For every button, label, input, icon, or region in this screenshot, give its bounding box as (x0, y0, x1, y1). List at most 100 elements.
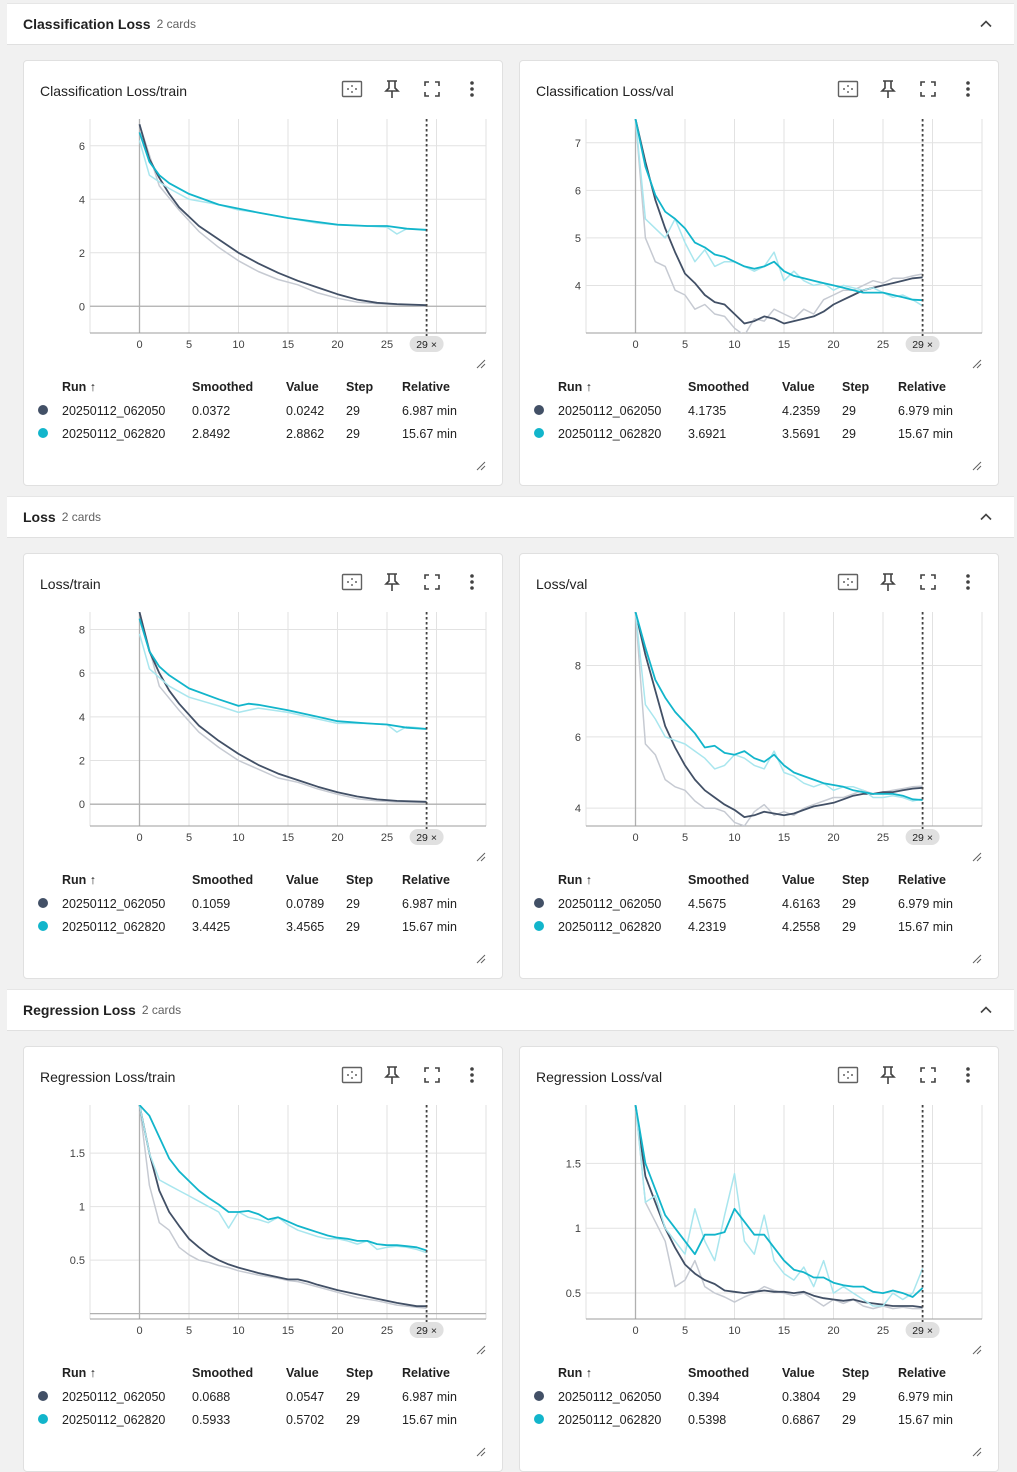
column-header-smoothed[interactable]: Smoothed (192, 873, 254, 887)
more-options-button[interactable] (452, 73, 492, 105)
line-chart[interactable]: 0 5 10 15 20 25 4 5 6 7 29 × (520, 111, 998, 373)
pin-button[interactable] (868, 566, 908, 598)
column-header-step[interactable]: Step (842, 380, 870, 394)
column-header-relative[interactable]: Relative (402, 873, 450, 887)
fullscreen-button[interactable] (412, 1059, 452, 1091)
plot-resize-handle-icon[interactable] (476, 852, 486, 862)
column-header-value[interactable]: Value (286, 380, 319, 394)
step-chip[interactable]: 29 × (409, 829, 444, 845)
fit-domain-button[interactable] (828, 73, 868, 105)
chevron-up-icon[interactable] (978, 509, 994, 525)
run-row[interactable]: 20250112_062050 0.0688 0.0547 29 6.987 min (38, 1385, 492, 1408)
series-line-run2_raw[interactable] (138, 140, 427, 235)
run-color-dot[interactable] (38, 920, 48, 931)
pin-button[interactable] (868, 1059, 908, 1091)
line-chart[interactable]: 0 5 10 15 20 25 4 6 8 29 × (520, 604, 998, 866)
column-header-run[interactable]: Run ↑ (558, 1366, 593, 1380)
column-header-smoothed[interactable]: Smoothed (688, 1366, 750, 1380)
plot-resize-handle-icon[interactable] (476, 359, 486, 369)
series-line-run1_raw[interactable] (634, 1105, 923, 1310)
more-options-button[interactable] (948, 566, 988, 598)
column-header-relative[interactable]: Relative (402, 1366, 450, 1380)
series-line-run2_raw[interactable] (634, 119, 923, 307)
pin-button[interactable] (372, 566, 412, 598)
column-header-smoothed[interactable]: Smoothed (688, 873, 750, 887)
run-color-dot[interactable] (534, 427, 544, 438)
column-header-step[interactable]: Step (346, 1366, 374, 1380)
run-row[interactable]: 20250112_062820 4.2319 4.2558 29 15.67 min (534, 915, 988, 938)
series-line-run2_raw[interactable] (138, 1105, 427, 1254)
column-header-smoothed[interactable]: Smoothed (688, 380, 750, 394)
column-header-value[interactable]: Value (782, 1366, 815, 1380)
series-line-run1[interactable] (138, 1105, 427, 1308)
column-header-run[interactable]: Run ↑ (62, 873, 97, 887)
card-resize-handle-icon[interactable] (476, 461, 486, 471)
run-row[interactable]: 20250112_062820 3.6921 3.5691 29 15.67 min (534, 422, 988, 445)
chevron-up-icon[interactable] (978, 16, 994, 32)
run-row[interactable]: 20250112_062050 4.1735 4.2359 29 6.979 min (534, 399, 988, 422)
series-line-run2_raw[interactable] (138, 633, 427, 733)
run-row[interactable]: 20250112_062820 0.5933 0.5702 29 15.67 min (38, 1408, 492, 1431)
fullscreen-button[interactable] (908, 73, 948, 105)
column-header-value[interactable]: Value (782, 380, 815, 394)
column-header-relative[interactable]: Relative (402, 380, 450, 394)
run-color-dot[interactable] (38, 427, 48, 438)
column-header-run[interactable]: Run ↑ (558, 380, 593, 394)
run-color-dot[interactable] (38, 897, 48, 908)
section-header-loss[interactable]: Loss 2 cards (7, 496, 1014, 538)
step-chip[interactable]: 29 × (905, 829, 940, 845)
run-row[interactable]: 20250112_062050 0.394 0.3804 29 6.979 min (534, 1385, 988, 1408)
card-resize-handle-icon[interactable] (476, 1447, 486, 1457)
series-line-run1_raw[interactable] (634, 119, 923, 335)
more-options-button[interactable] (452, 1059, 492, 1091)
fullscreen-button[interactable] (412, 566, 452, 598)
run-row[interactable]: 20250112_062820 3.4425 3.4565 29 15.67 min (38, 915, 492, 938)
series-line-run2[interactable] (138, 132, 427, 231)
line-chart[interactable]: 0 5 10 15 20 25 0 2 4 6 29 × (24, 111, 502, 373)
series-line-run2_raw[interactable] (634, 612, 923, 802)
series-line-run1_raw[interactable] (138, 612, 427, 804)
run-color-dot[interactable] (38, 1390, 48, 1401)
more-options-button[interactable] (948, 1059, 988, 1091)
series-line-run2[interactable] (138, 618, 427, 730)
column-header-run[interactable]: Run ↑ (62, 380, 97, 394)
fit-domain-button[interactable] (828, 566, 868, 598)
chevron-up-icon[interactable] (978, 1002, 994, 1018)
plot-resize-handle-icon[interactable] (972, 359, 982, 369)
card-resize-handle-icon[interactable] (972, 954, 982, 964)
column-header-relative[interactable]: Relative (898, 1366, 946, 1380)
line-chart[interactable]: 0 5 10 15 20 25 0.5 1 1.5 29 × (24, 1097, 502, 1359)
column-header-relative[interactable]: Relative (898, 380, 946, 394)
card-resize-handle-icon[interactable] (972, 461, 982, 471)
series-line-run2[interactable] (634, 1105, 924, 1298)
series-line-run1_raw[interactable] (138, 124, 427, 307)
column-header-smoothed[interactable]: Smoothed (192, 1366, 254, 1380)
section-header-classification-loss[interactable]: Classification Loss 2 cards (7, 3, 1014, 45)
run-row[interactable]: 20250112_062050 0.0372 0.0242 29 6.987 min (38, 399, 492, 422)
series-line-run2_raw[interactable] (634, 1105, 924, 1307)
column-header-relative[interactable]: Relative (898, 873, 946, 887)
fit-domain-button[interactable] (332, 566, 372, 598)
run-row[interactable]: 20250112_062820 0.5398 0.6867 29 15.67 min (534, 1408, 988, 1431)
column-header-step[interactable]: Step (346, 380, 374, 394)
column-header-value[interactable]: Value (286, 873, 319, 887)
run-color-dot[interactable] (534, 920, 544, 931)
column-header-run[interactable]: Run ↑ (558, 873, 593, 887)
run-color-dot[interactable] (38, 1413, 48, 1424)
series-line-run2[interactable] (138, 1105, 427, 1252)
run-color-dot[interactable] (534, 1413, 544, 1424)
column-header-smoothed[interactable]: Smoothed (192, 380, 254, 394)
column-header-step[interactable]: Step (346, 873, 374, 887)
series-line-run2[interactable] (634, 119, 923, 302)
series-line-run1_raw[interactable] (138, 1105, 427, 1310)
fit-domain-button[interactable] (828, 1059, 868, 1091)
fullscreen-button[interactable] (908, 566, 948, 598)
plot-resize-handle-icon[interactable] (972, 1345, 982, 1355)
series-line-run1[interactable] (634, 119, 923, 325)
section-header-regression-loss[interactable]: Regression Loss 2 cards (7, 989, 1014, 1031)
series-line-run1[interactable] (138, 612, 427, 803)
run-color-dot[interactable] (534, 1390, 544, 1401)
column-header-step[interactable]: Step (842, 1366, 870, 1380)
series-line-run2[interactable] (634, 612, 923, 801)
pin-button[interactable] (372, 1059, 412, 1091)
